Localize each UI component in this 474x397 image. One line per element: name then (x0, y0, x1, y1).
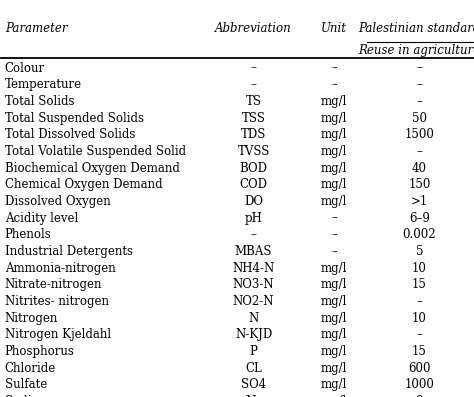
Text: mg/l: mg/l (321, 278, 347, 291)
Text: Total Suspended Solids: Total Suspended Solids (5, 112, 144, 125)
Text: 15: 15 (412, 278, 427, 291)
Text: Ammonia-nitrogen: Ammonia-nitrogen (5, 262, 116, 275)
Text: TDS: TDS (241, 128, 266, 141)
Text: TVSS: TVSS (237, 145, 270, 158)
Text: mg/l: mg/l (321, 112, 347, 125)
Text: 1500: 1500 (404, 128, 435, 141)
Text: Phosphorus: Phosphorus (5, 345, 74, 358)
Text: SO4: SO4 (241, 378, 266, 391)
Text: TSS: TSS (242, 112, 265, 125)
Text: mg/l: mg/l (321, 328, 347, 341)
Text: >1: >1 (411, 195, 428, 208)
Text: Sodium: Sodium (5, 395, 50, 397)
Text: 150: 150 (408, 178, 431, 191)
Text: mg/l: mg/l (321, 128, 347, 141)
Text: NO3-N: NO3-N (233, 278, 274, 291)
Text: –: – (417, 95, 422, 108)
Text: mg/l: mg/l (321, 95, 347, 108)
Text: Industrial Detergents: Industrial Detergents (5, 245, 133, 258)
Text: mg/l: mg/l (321, 295, 347, 308)
Text: mg/l: mg/l (321, 145, 347, 158)
Text: mg/l: mg/l (321, 362, 347, 375)
Text: mg/l: mg/l (321, 312, 347, 325)
Text: COD: COD (239, 178, 268, 191)
Text: Chloride: Chloride (5, 362, 56, 375)
Text: mg/l: mg/l (321, 378, 347, 391)
Text: –: – (417, 145, 422, 158)
Text: 40: 40 (412, 162, 427, 175)
Text: Dissolved Oxygen: Dissolved Oxygen (5, 195, 110, 208)
Text: Phenols: Phenols (5, 228, 52, 241)
Text: P: P (250, 345, 257, 358)
Text: –: – (417, 78, 422, 91)
Text: Total Solids: Total Solids (5, 95, 74, 108)
Text: –: – (417, 328, 422, 341)
Text: Nitrate-nitrogen: Nitrate-nitrogen (5, 278, 102, 291)
Text: Na: Na (245, 395, 262, 397)
Text: –: – (331, 245, 337, 258)
Text: NO2-N: NO2-N (233, 295, 274, 308)
Text: Abbreviation: Abbreviation (215, 22, 292, 35)
Text: 9: 9 (416, 395, 423, 397)
Text: –: – (331, 212, 337, 225)
Text: 50: 50 (412, 112, 427, 125)
Text: Sulfate: Sulfate (5, 378, 47, 391)
Text: –: – (251, 228, 256, 241)
Text: N-KJD: N-KJD (235, 328, 272, 341)
Text: –: – (331, 78, 337, 91)
Text: Parameter: Parameter (5, 22, 67, 35)
Text: –: – (417, 295, 422, 308)
Text: Palestinian standard: Palestinian standard (358, 22, 474, 35)
Text: Reuse in agriculture: Reuse in agriculture (358, 44, 474, 57)
Text: mg/l: mg/l (321, 345, 347, 358)
Text: Acidity level: Acidity level (5, 212, 78, 225)
Text: DO: DO (244, 195, 263, 208)
Text: CL: CL (245, 362, 262, 375)
Text: pH: pH (245, 212, 263, 225)
Text: –: – (251, 78, 256, 91)
Text: –: – (251, 62, 256, 75)
Text: NH4-N: NH4-N (232, 262, 275, 275)
Text: mg/l: mg/l (321, 395, 347, 397)
Text: MBAS: MBAS (235, 245, 273, 258)
Text: Nitrites- nitrogen: Nitrites- nitrogen (5, 295, 109, 308)
Text: –: – (417, 62, 422, 75)
Text: Nitrogen Kjeldahl: Nitrogen Kjeldahl (5, 328, 111, 341)
Text: 1000: 1000 (404, 378, 435, 391)
Text: 10: 10 (412, 262, 427, 275)
Text: –: – (331, 62, 337, 75)
Text: –: – (331, 228, 337, 241)
Text: 10: 10 (412, 312, 427, 325)
Text: Temperature: Temperature (5, 78, 82, 91)
Text: Biochemical Oxygen Demand: Biochemical Oxygen Demand (5, 162, 180, 175)
Text: mg/l: mg/l (321, 195, 347, 208)
Text: Nitrogen: Nitrogen (5, 312, 58, 325)
Text: Total Volatile Suspended Solid: Total Volatile Suspended Solid (5, 145, 186, 158)
Text: mg/l: mg/l (321, 178, 347, 191)
Text: mg/l: mg/l (321, 262, 347, 275)
Text: N: N (248, 312, 259, 325)
Text: 15: 15 (412, 345, 427, 358)
Text: Chemical Oxygen Demand: Chemical Oxygen Demand (5, 178, 163, 191)
Text: 0.002: 0.002 (403, 228, 436, 241)
Text: 5: 5 (416, 245, 423, 258)
Text: Total Dissolved Solids: Total Dissolved Solids (5, 128, 135, 141)
Text: TS: TS (246, 95, 262, 108)
Text: Unit: Unit (321, 22, 347, 35)
Text: mg/l: mg/l (321, 162, 347, 175)
Text: 600: 600 (408, 362, 431, 375)
Text: Colour: Colour (5, 62, 45, 75)
Text: BOD: BOD (239, 162, 268, 175)
Text: 6–9: 6–9 (409, 212, 430, 225)
